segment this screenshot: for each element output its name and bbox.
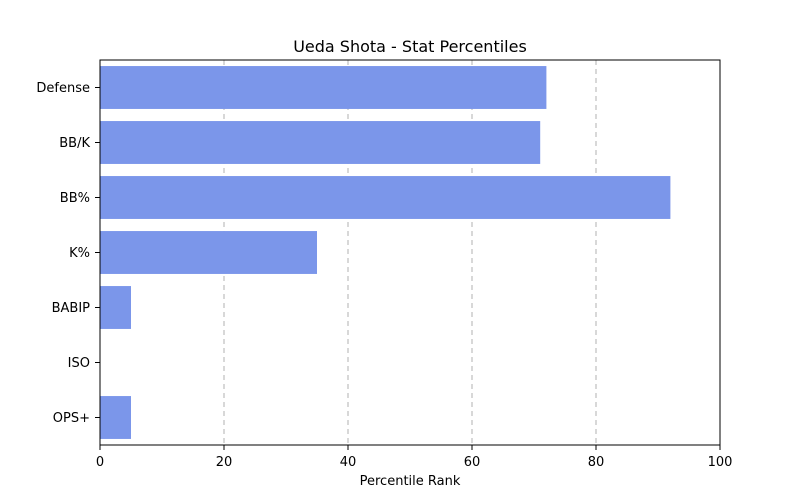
y-tick-label: BB/K [59,136,90,151]
x-axis-ticks: 0 20 40 60 80 100 [96,445,733,470]
x-tick-label: 80 [588,455,605,470]
y-tick-label: OPS+ [53,411,90,426]
x-tick-label: 100 [708,455,733,470]
y-tick-label: Defense [36,81,90,96]
y-axis-ticks: Defense BB/K BB% K% BABIP ISO OPS+ [36,81,100,426]
y-tick-label: K% [69,246,90,261]
bar-k [100,231,317,274]
bars [100,66,671,439]
y-tick-label: BABIP [52,301,91,316]
y-tick-label: ISO [68,356,90,371]
x-tick-label: 60 [464,455,481,470]
bar-babip [100,286,131,329]
bar-defense [100,66,547,109]
y-tick-label: BB% [60,191,90,206]
x-tick-label: 20 [216,455,233,470]
bar-bb [100,176,671,219]
bar-bb-k [100,121,541,164]
bar-ops [100,396,131,439]
x-tick-label: 40 [340,455,357,470]
x-tick-label: 0 [96,455,104,470]
x-axis-label: Percentile Rank [360,474,461,489]
chart-title: Ueda Shota - Stat Percentiles [293,37,527,56]
